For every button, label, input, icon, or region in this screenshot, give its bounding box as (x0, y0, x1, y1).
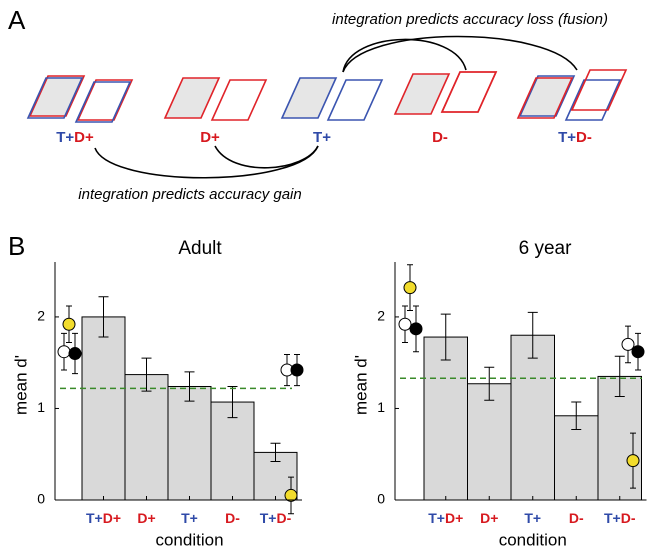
label: D+ (480, 510, 498, 526)
plane (395, 74, 449, 114)
label-part: D- (621, 510, 636, 526)
label: T+D+ (86, 510, 121, 526)
plane (442, 72, 496, 112)
x-axis-label: condition (499, 530, 567, 549)
connector (343, 39, 466, 72)
y-tick-label: 1 (37, 399, 45, 415)
figure: A B integration predicts accuracy loss (… (0, 0, 648, 552)
label-part: D- (432, 129, 448, 146)
connector (95, 146, 318, 178)
label-part: D- (569, 510, 584, 526)
label: D- (432, 129, 448, 146)
label: D+ (200, 129, 220, 146)
point (632, 346, 644, 358)
label-part: D+ (480, 510, 498, 526)
point (291, 364, 303, 376)
bar (511, 335, 555, 500)
bar (168, 386, 211, 500)
label: T+D+ (428, 510, 463, 526)
label-part: D- (276, 510, 291, 526)
plane (442, 72, 496, 112)
stimuli (28, 70, 626, 122)
point (627, 455, 639, 467)
bar (125, 375, 168, 500)
label: T+D- (604, 510, 636, 526)
connectors (95, 36, 577, 177)
point (58, 346, 70, 358)
label-part: T+ (558, 129, 576, 146)
label-part: T+ (604, 510, 621, 526)
label: T+D+ (56, 129, 94, 146)
label: T+D- (260, 510, 292, 526)
point (63, 318, 75, 330)
label-part: T+ (86, 510, 103, 526)
label: T+ (524, 510, 541, 526)
bar (82, 317, 125, 500)
label-part: T+ (181, 510, 198, 526)
label-part: D- (576, 129, 592, 146)
panel-label: A (8, 5, 26, 35)
label: T+D- (558, 129, 592, 146)
connector (343, 36, 577, 72)
label-part: D+ (445, 510, 463, 526)
label: T+ (313, 129, 331, 146)
point (622, 338, 634, 350)
y-tick-label: 2 (37, 308, 45, 324)
label-part: T+ (428, 510, 445, 526)
label-part: D+ (200, 129, 220, 146)
y-tick-label: 0 (37, 491, 45, 507)
label-part: D+ (74, 129, 94, 146)
label-part: T+ (313, 129, 331, 146)
chart-title: Adult (178, 238, 222, 259)
label: T+ (181, 510, 198, 526)
x-axis-label: condition (155, 530, 223, 549)
bar (424, 337, 468, 500)
plane (328, 80, 382, 120)
plane (212, 80, 266, 120)
y-axis-label: mean d' (351, 355, 370, 415)
panel-label: B (8, 231, 25, 261)
label-part: T+ (524, 510, 541, 526)
connector (215, 146, 318, 168)
point (404, 282, 416, 294)
label-part: D- (225, 510, 240, 526)
label: D+ (137, 510, 155, 526)
label: D- (569, 510, 584, 526)
y-tick-label: 1 (377, 399, 385, 415)
point (399, 318, 411, 330)
y-tick-label: 0 (377, 491, 385, 507)
chart-title: 6 year (519, 238, 572, 259)
label-part: T+ (260, 510, 277, 526)
y-axis-label: mean d' (11, 355, 30, 415)
label-part: D+ (137, 510, 155, 526)
label-part: T+ (56, 129, 74, 146)
plane (282, 78, 336, 118)
annotation: integration predicts accuracy loss (fusi… (332, 11, 608, 28)
plane (165, 78, 219, 118)
y-tick-label: 2 (377, 308, 385, 324)
bar (468, 384, 512, 500)
label-part: D+ (103, 510, 121, 526)
point (69, 348, 81, 360)
label: D- (225, 510, 240, 526)
annotation: integration predicts accuracy gain (78, 186, 301, 203)
point (410, 323, 422, 335)
